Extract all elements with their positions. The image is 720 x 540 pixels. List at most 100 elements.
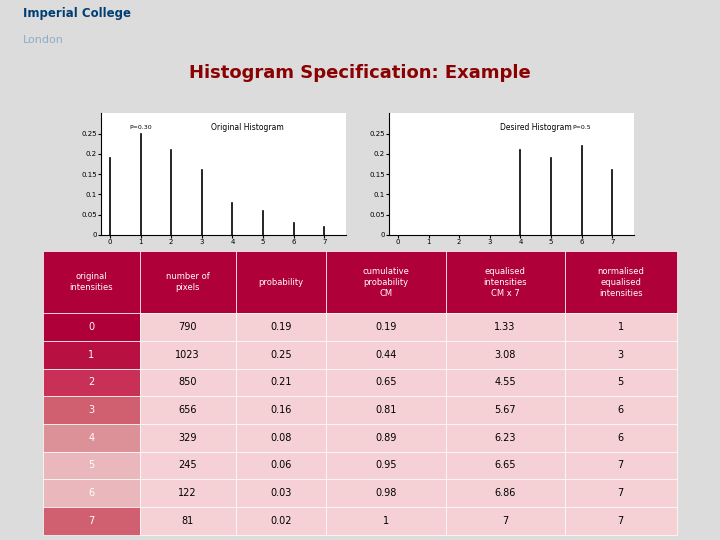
FancyBboxPatch shape <box>326 480 446 507</box>
Text: 5.67: 5.67 <box>495 405 516 415</box>
Text: cumulative
probability
CM: cumulative probability CM <box>363 267 410 298</box>
FancyBboxPatch shape <box>564 396 677 424</box>
FancyBboxPatch shape <box>564 480 677 507</box>
Text: 4: 4 <box>89 433 94 443</box>
Text: 6.23: 6.23 <box>495 433 516 443</box>
Text: 0.65: 0.65 <box>375 377 397 387</box>
Text: 0.16: 0.16 <box>271 405 292 415</box>
FancyBboxPatch shape <box>446 451 564 480</box>
Text: Imperial College: Imperial College <box>23 7 131 21</box>
Text: probability: probability <box>258 278 304 287</box>
Text: 0.81: 0.81 <box>375 405 397 415</box>
FancyBboxPatch shape <box>236 451 326 480</box>
Text: 1: 1 <box>618 322 624 332</box>
Text: 0.89: 0.89 <box>375 433 397 443</box>
Text: 6: 6 <box>618 405 624 415</box>
FancyBboxPatch shape <box>446 368 564 396</box>
FancyBboxPatch shape <box>43 507 140 535</box>
Text: Histogram Specification: Example: Histogram Specification: Example <box>189 64 531 82</box>
Text: 6.86: 6.86 <box>495 488 516 498</box>
Text: 7: 7 <box>89 516 94 526</box>
FancyBboxPatch shape <box>236 424 326 451</box>
Text: 3: 3 <box>618 350 624 360</box>
FancyBboxPatch shape <box>326 341 446 368</box>
FancyBboxPatch shape <box>326 251 446 313</box>
FancyBboxPatch shape <box>43 424 140 451</box>
Text: 1.33: 1.33 <box>495 322 516 332</box>
FancyBboxPatch shape <box>140 368 236 396</box>
Text: 7: 7 <box>502 516 508 526</box>
FancyBboxPatch shape <box>326 424 446 451</box>
Text: equalised
intensities
CM x 7: equalised intensities CM x 7 <box>483 267 527 298</box>
FancyBboxPatch shape <box>140 451 236 480</box>
Text: 3.08: 3.08 <box>495 350 516 360</box>
FancyBboxPatch shape <box>326 396 446 424</box>
FancyBboxPatch shape <box>326 451 446 480</box>
Text: number of
pixels: number of pixels <box>166 272 210 292</box>
FancyBboxPatch shape <box>43 313 140 341</box>
Text: normalised
equalised
intensities: normalised equalised intensities <box>598 267 644 298</box>
Text: P=0.30: P=0.30 <box>130 125 152 130</box>
FancyBboxPatch shape <box>236 368 326 396</box>
Text: 6: 6 <box>89 488 94 498</box>
Text: 6: 6 <box>618 433 624 443</box>
FancyBboxPatch shape <box>43 341 140 368</box>
FancyBboxPatch shape <box>43 396 140 424</box>
FancyBboxPatch shape <box>564 507 677 535</box>
Text: 0.25: 0.25 <box>270 350 292 360</box>
FancyBboxPatch shape <box>140 480 236 507</box>
Text: 0.08: 0.08 <box>271 433 292 443</box>
Text: 5: 5 <box>618 377 624 387</box>
FancyBboxPatch shape <box>446 341 564 368</box>
FancyBboxPatch shape <box>43 451 140 480</box>
FancyBboxPatch shape <box>140 341 236 368</box>
FancyBboxPatch shape <box>236 480 326 507</box>
FancyBboxPatch shape <box>326 507 446 535</box>
Text: 0.21: 0.21 <box>271 377 292 387</box>
Text: 0.98: 0.98 <box>375 488 397 498</box>
Text: P=0.5: P=0.5 <box>572 125 591 130</box>
Text: 6.65: 6.65 <box>495 461 516 470</box>
FancyBboxPatch shape <box>140 251 236 313</box>
Text: 1023: 1023 <box>176 350 200 360</box>
FancyBboxPatch shape <box>236 507 326 535</box>
FancyBboxPatch shape <box>446 480 564 507</box>
FancyBboxPatch shape <box>564 368 677 396</box>
FancyBboxPatch shape <box>326 313 446 341</box>
Text: 0.44: 0.44 <box>375 350 397 360</box>
Text: 0.95: 0.95 <box>375 461 397 470</box>
Text: 81: 81 <box>181 516 194 526</box>
FancyBboxPatch shape <box>140 396 236 424</box>
Text: 0: 0 <box>89 322 94 332</box>
FancyBboxPatch shape <box>446 251 564 313</box>
FancyBboxPatch shape <box>446 424 564 451</box>
FancyBboxPatch shape <box>564 341 677 368</box>
FancyBboxPatch shape <box>236 341 326 368</box>
Text: 0.02: 0.02 <box>271 516 292 526</box>
FancyBboxPatch shape <box>446 507 564 535</box>
Text: 5: 5 <box>89 461 94 470</box>
FancyBboxPatch shape <box>140 424 236 451</box>
FancyBboxPatch shape <box>446 313 564 341</box>
FancyBboxPatch shape <box>140 507 236 535</box>
Text: 1: 1 <box>89 350 94 360</box>
Text: original
intensities: original intensities <box>70 272 113 292</box>
Text: 3: 3 <box>89 405 94 415</box>
FancyBboxPatch shape <box>140 313 236 341</box>
Text: 122: 122 <box>179 488 197 498</box>
FancyBboxPatch shape <box>43 251 140 313</box>
Text: 2: 2 <box>89 377 94 387</box>
FancyBboxPatch shape <box>564 313 677 341</box>
Text: 0.19: 0.19 <box>271 322 292 332</box>
Text: 850: 850 <box>179 377 197 387</box>
Text: 1: 1 <box>383 516 389 526</box>
Text: 245: 245 <box>179 461 197 470</box>
FancyBboxPatch shape <box>43 368 140 396</box>
FancyBboxPatch shape <box>564 451 677 480</box>
FancyBboxPatch shape <box>564 251 677 313</box>
Text: London: London <box>23 35 64 45</box>
Text: 790: 790 <box>179 322 197 332</box>
Text: 0.19: 0.19 <box>375 322 397 332</box>
Text: 7: 7 <box>618 516 624 526</box>
FancyBboxPatch shape <box>236 251 326 313</box>
